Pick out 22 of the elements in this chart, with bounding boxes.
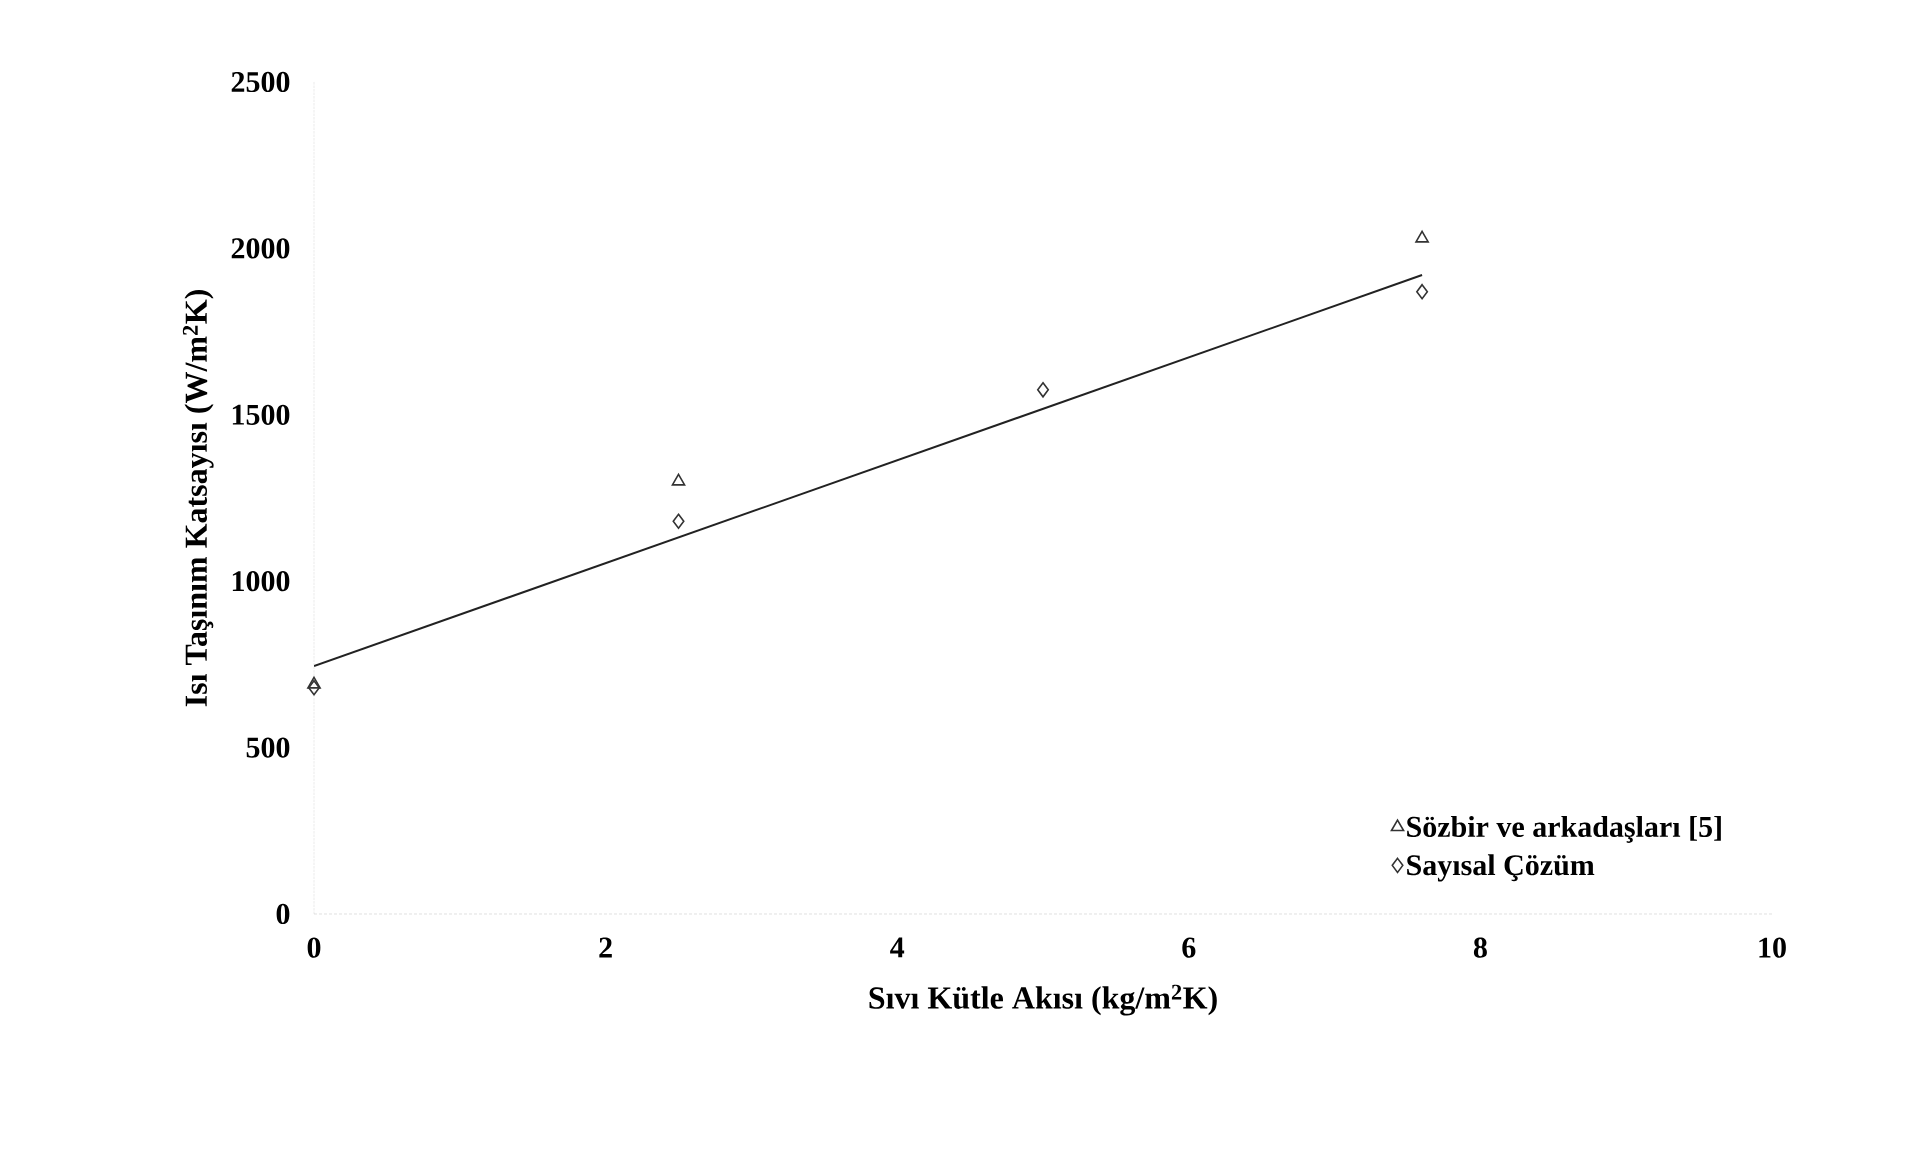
y-tick-label: 2000 [231,238,290,259]
point [671,473,686,486]
x-tick-label: 10 [1759,937,1786,958]
point [672,513,685,530]
x-tick-label: 0 [307,937,321,958]
point [1415,230,1429,243]
point [1416,283,1429,300]
point [307,679,321,696]
y-tick-label: 1000 [232,571,290,592]
y-tick-label: 2500 [231,71,290,93]
x-tick-label: 2 [599,937,612,958]
x-tick-label: 8 [1473,937,1487,958]
y-tick-label: 500 [246,737,290,758]
legend-label: Sayısal Çözüm [1407,854,1595,882]
x-axis-title: Sıvı Kütle Akısı (kg/m$^{2}$K) [869,984,1217,1016]
x-tick-label: 4 [890,937,905,958]
y-tick-label: 1500 [232,404,290,425]
x-tick-label: 6 [1182,937,1196,958]
point [1036,382,1050,398]
legend-label: Sözbir ve arkadaşları [5] [1407,815,1721,843]
y-axis-title: Isı Taşınım Katsayısı (W/m$^{2}$K) [182,290,214,707]
y-tick-label: 0 [276,903,290,925]
